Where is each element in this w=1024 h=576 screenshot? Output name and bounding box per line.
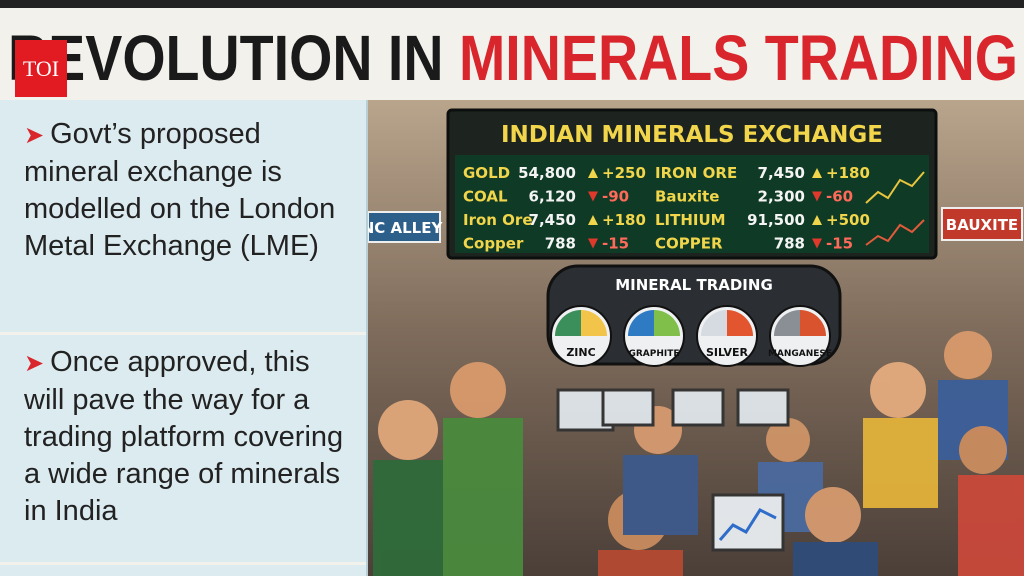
change-arrow: [588, 168, 598, 178]
header: REVOLUTION IN MINERALS TRADING TOI: [8, 22, 1018, 97]
price-change: +180: [826, 164, 870, 182]
mineral-price: 6,120: [529, 188, 576, 206]
mineral-name: COAL: [463, 188, 508, 206]
separator: [0, 562, 366, 565]
price-change: +250: [602, 164, 646, 182]
mineral-price: 2,300: [758, 188, 805, 206]
mineral-price: 7,450: [758, 164, 805, 182]
board-sparkline: [865, 219, 925, 246]
board-title: INDIAN MINERALS EXCHANGE: [501, 122, 883, 148]
price-change: -15: [602, 235, 629, 253]
price-change: -15: [826, 235, 853, 253]
mineral-name: GOLD: [463, 164, 510, 182]
price-change: +500: [826, 211, 870, 229]
bullet-panel: ➤ Govt’s proposed mineral exchange is mod…: [0, 100, 368, 576]
gauge-arc: [727, 310, 753, 336]
gauge-arc: [581, 310, 607, 336]
sign: [368, 211, 441, 243]
bullet-arrow: ➤: [24, 122, 45, 149]
gauge-label: MANGANESE: [768, 349, 832, 359]
price-change: -90: [602, 188, 629, 206]
mineral-price: 54,800: [518, 164, 576, 182]
board-sparkline: [865, 171, 925, 204]
gauge-arc: [654, 310, 680, 336]
bullet: ➤ Govt’s proposed mineral exchange is mod…: [24, 116, 354, 265]
change-arrow: [812, 238, 822, 249]
change-arrow: [588, 215, 598, 225]
mineral-price: 91,500: [747, 211, 805, 229]
change-arrow: [588, 238, 598, 249]
gauge-label: GRAPHITE: [628, 349, 679, 359]
bullet-arrow: ➤: [24, 350, 45, 377]
bullet: ➤ Once approved, this will pave the way f…: [24, 344, 354, 530]
change-arrow: [812, 191, 822, 202]
price-change: -60: [826, 188, 853, 206]
price-change: +180: [602, 211, 646, 229]
gauge-arc: [774, 310, 800, 336]
gauges: ZINC GRAPHITE SILVER MANGANESE: [550, 305, 832, 367]
mineral-price: 7,450: [529, 211, 576, 229]
headline: REVOLUTION IN MINERALS TRADING: [8, 22, 1018, 94]
change-arrow: [812, 168, 822, 178]
gauge-arc: [628, 310, 654, 336]
board-screen: [455, 155, 929, 253]
panel-title: MINERAL TRADING: [615, 276, 773, 294]
mineral-price: 788: [545, 235, 576, 253]
trading-panel: [546, 264, 842, 366]
sign-text: BAUXITE: [946, 216, 1018, 234]
sign-text: NC ALLEY: [368, 219, 443, 237]
gauge-arc: [555, 310, 581, 336]
gauge-label: SILVER: [706, 346, 749, 359]
gauge-arc: [701, 310, 727, 336]
headline-red: MINERALS TRADING: [459, 22, 1018, 94]
mineral-name: LITHIUM: [655, 211, 726, 229]
crowd: [373, 331, 1024, 576]
mineral-name: COPPER: [655, 235, 723, 253]
separator: [0, 332, 366, 335]
top-bar: [0, 0, 1024, 8]
sign: [941, 207, 1023, 241]
bullet-text: Govt’s proposed mineral exchange is mode…: [24, 118, 336, 262]
logo-box: [15, 40, 67, 97]
change-arrow: [812, 215, 822, 225]
mineral-name: IRON ORE: [655, 164, 737, 182]
gauge-label: ZINC: [566, 346, 595, 359]
mineral-name: Bauxite: [655, 188, 719, 206]
mineral-name: Copper: [463, 235, 524, 253]
mineral-price: 788: [774, 235, 805, 253]
gauge-arc: [800, 310, 826, 336]
mineral-name: Iron Ore: [463, 211, 533, 229]
change-arrow: [588, 191, 598, 202]
headline-black: REVOLUTION IN: [8, 22, 444, 94]
logo: TOI: [23, 56, 59, 81]
bullet-text: Once approved, this will pave the way fo…: [24, 346, 344, 527]
illustration: INDIAN MINERALS EXCHANGE GOLD 54,800 +250 C…: [368, 100, 1024, 576]
